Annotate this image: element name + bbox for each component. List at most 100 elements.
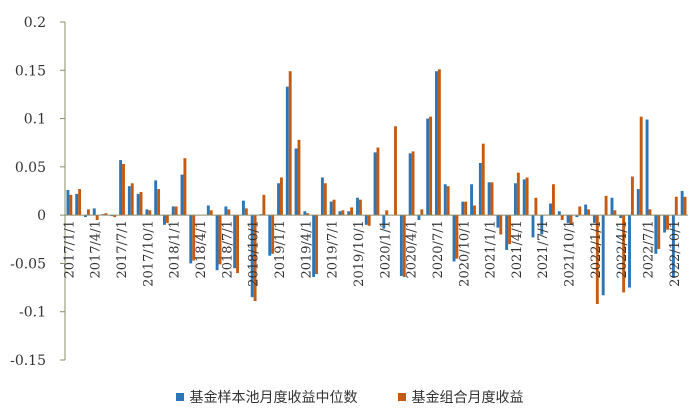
bar-portfolio bbox=[253, 215, 257, 302]
bar-portfolio bbox=[657, 215, 661, 249]
bar-portfolio bbox=[157, 189, 161, 216]
x-tick-label: 2017/1/1 bbox=[62, 220, 77, 278]
bar-portfolio bbox=[622, 215, 626, 293]
x-tick-label: 2019/7/1 bbox=[326, 220, 341, 278]
bar-median bbox=[566, 215, 570, 223]
x-tick-label: 2020/4/1 bbox=[405, 220, 420, 278]
bar-portfolio bbox=[104, 213, 108, 216]
bar-median bbox=[496, 215, 500, 228]
bar-median bbox=[75, 193, 79, 216]
x-tick-label: 2022/4/1 bbox=[615, 220, 630, 278]
y-tick-label: 0.2 bbox=[24, 15, 46, 31]
bar-portfolio bbox=[490, 182, 494, 216]
x-tick-label: 2019/1/1 bbox=[273, 220, 288, 278]
bar-median bbox=[680, 191, 684, 216]
bar-portfolio bbox=[683, 196, 687, 216]
x-tick-label: 2017/10/1 bbox=[141, 220, 156, 287]
bar-portfolio bbox=[209, 210, 213, 216]
bar-median bbox=[592, 215, 596, 223]
bar-portfolio bbox=[279, 177, 283, 216]
bar-portfolio bbox=[227, 209, 231, 216]
bar-portfolio bbox=[271, 215, 275, 254]
bar-portfolio bbox=[236, 215, 240, 274]
bar-median bbox=[382, 215, 386, 229]
legend-swatch-median bbox=[175, 393, 184, 401]
bar-portfolio bbox=[341, 210, 345, 216]
bar-median bbox=[654, 215, 658, 254]
x-tick-label: 2020/10/1 bbox=[457, 220, 472, 287]
bar-portfolio bbox=[122, 163, 125, 216]
bar-median bbox=[645, 119, 649, 216]
bar-median bbox=[136, 193, 140, 216]
bar-portfolio bbox=[455, 215, 459, 259]
x-axis-tick-labels: 2017/1/1 2017/4/1 2017/7/1 2017/10/1 2018/1/… bbox=[62, 220, 682, 287]
x-tick-label: 2021/10/1 bbox=[563, 220, 578, 287]
bar-portfolio bbox=[376, 147, 380, 216]
bar-median bbox=[426, 118, 430, 216]
bar-portfolio bbox=[69, 194, 73, 216]
bar-median bbox=[584, 204, 588, 216]
bar-median bbox=[294, 148, 298, 216]
y-tick-label: 0.05 bbox=[15, 160, 46, 176]
bar-portfolio bbox=[639, 116, 643, 216]
bar-median bbox=[417, 215, 421, 220]
y-tick-label: -0.05 bbox=[10, 256, 46, 272]
bar-portfolio bbox=[165, 215, 169, 223]
x-tick-label: 2017/4/1 bbox=[89, 220, 104, 278]
bar-median bbox=[119, 160, 123, 216]
bar-median bbox=[241, 200, 245, 216]
bar-portfolio bbox=[244, 208, 248, 216]
bar-median bbox=[92, 208, 96, 216]
bar-portfolio bbox=[86, 209, 90, 216]
x-tick-label: 2022/7/1 bbox=[642, 220, 657, 278]
bar-median bbox=[487, 182, 491, 216]
bar-median bbox=[303, 211, 307, 216]
bar-median bbox=[505, 215, 509, 250]
bar-portfolio bbox=[613, 210, 617, 216]
bar-median bbox=[435, 71, 438, 216]
bar-median bbox=[513, 183, 517, 216]
x-tick-label: 2019/4/1 bbox=[299, 220, 314, 278]
bar-median bbox=[549, 203, 552, 216]
bar-portfolio bbox=[604, 195, 608, 216]
bar-portfolio bbox=[385, 210, 389, 216]
x-tick-label: 2018/1/1 bbox=[168, 220, 183, 278]
bar-portfolio bbox=[551, 184, 555, 216]
bar-median bbox=[619, 215, 623, 219]
y-tick-label: 0.15 bbox=[15, 63, 46, 79]
bar-median bbox=[338, 211, 342, 216]
y-tick-label: 0 bbox=[37, 208, 46, 224]
bar-median bbox=[636, 189, 640, 216]
bar-median bbox=[285, 86, 289, 216]
bar-portfolio bbox=[473, 205, 476, 216]
bars-group bbox=[66, 69, 687, 304]
bar-median bbox=[373, 152, 377, 216]
legend-swatch-portfolio bbox=[397, 393, 406, 401]
bar-median bbox=[628, 215, 631, 288]
bar-portfolio bbox=[525, 177, 529, 216]
x-tick-label: 2021/4/1 bbox=[510, 220, 525, 278]
bar-portfolio bbox=[130, 183, 134, 216]
y-tick-label: -0.1 bbox=[19, 305, 46, 321]
bar-portfolio bbox=[332, 199, 336, 216]
bar-portfolio bbox=[288, 71, 292, 216]
bar-portfolio bbox=[402, 215, 406, 277]
bar-median bbox=[277, 183, 280, 216]
bar-median bbox=[408, 153, 412, 216]
bar-median bbox=[154, 180, 158, 216]
bar-portfolio bbox=[429, 116, 433, 216]
bar-portfolio bbox=[595, 215, 599, 304]
bar-portfolio bbox=[139, 191, 143, 216]
bar-portfolio bbox=[464, 201, 468, 216]
bar-portfolio bbox=[674, 196, 678, 216]
x-tick-label: 2018/4/1 bbox=[194, 220, 209, 278]
bar-portfolio bbox=[437, 69, 441, 216]
legend-item-median: 基金样本池月度收益中位数 bbox=[175, 387, 358, 407]
bar-median bbox=[399, 215, 403, 276]
x-tick-label: 2022/10/1 bbox=[668, 220, 683, 287]
bar-portfolio bbox=[297, 139, 301, 216]
bar-median bbox=[206, 205, 210, 216]
bar-portfolio bbox=[587, 209, 590, 216]
